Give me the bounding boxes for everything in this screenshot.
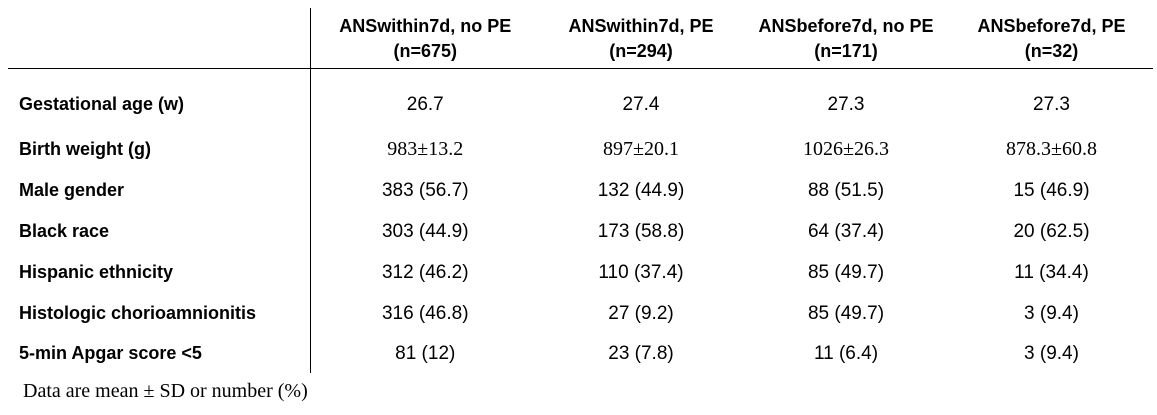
table-cell: 1026±26.3 [803,138,889,160]
data-table-container: ANSwithin7d, no PE (n=675) ANSwithin7d, … [8,8,1153,373]
table-row: Hispanic ethnicity 312 (46.2) 110 (37.4)… [8,252,1153,293]
table-row: Black race 303 (44.9) 173 (58.8) 64 (37.… [8,211,1153,252]
table-cell: 11 (6.4) [813,342,879,364]
table-cell: 11 (34.4) [1014,261,1089,283]
table-cell: 303 (44.9) [381,220,469,242]
row-label: Black race [8,211,311,252]
table-cell: 3 (9.4) [1024,302,1079,324]
column-header-count: (n=32) [1024,41,1079,61]
row-label: Hispanic ethnicity [8,252,311,293]
table-cell: 81 (12) [395,342,456,364]
row-label: Histologic chorioamnionitis [8,293,311,334]
table-cell: 27 (9.2) [608,302,674,324]
column-header-count: (n=294) [609,41,673,61]
table-cell: 27.3 [1033,93,1070,115]
table-cell: 383 (56.7) [381,179,469,201]
row-label: 5-min Apgar score <5 [8,334,311,373]
table-row: Histologic chorioamnionitis 316 (46.8) 2… [8,293,1153,334]
table-cell: 316 (46.8) [381,302,469,324]
table-row: 5-min Apgar score <5 81 (12) 23 (7.8) 11… [8,334,1153,373]
table-cell: 85 (49.7) [807,302,885,324]
table-cell: 20 (62.5) [1013,220,1090,242]
header-row: ANSwithin7d, no PE (n=675) ANSwithin7d, … [8,8,1153,69]
table-cell: 88 (51.5) [807,179,885,201]
table-body: Gestational age (w) 26.7 27.4 27.3 27.3 … [8,68,1153,373]
table-cell: 26.7 [406,93,444,115]
table-cell: 27.3 [827,93,865,115]
table-cell: 983±13.2 [387,138,464,160]
table-footnote: Data are mean ± SD or number (%) [23,380,308,402]
row-label: Birth weight (g) [8,129,311,170]
column-header: ANSwithin7d, no PE (n=675) [310,8,540,69]
table-row: Male gender 383 (56.7) 132 (44.9) 88 (51… [8,170,1153,211]
table-cell: 27.4 [622,93,660,115]
column-header: ANSwithin7d, PE (n=294) [540,8,742,69]
table-cell: 897±20.1 [603,138,679,160]
table-row: Gestational age (w) 26.7 27.4 27.3 27.3 [8,68,1153,129]
stub-header-cell [8,8,311,69]
column-header-count: (n=675) [393,41,458,61]
column-header-name: ANSbefore7d, no PE [758,16,934,36]
column-header: ANSbefore7d, no PE (n=171) [742,8,950,69]
table-cell: 173 (58.8) [597,220,685,242]
column-header-count: (n=171) [814,41,878,61]
table-cell: 15 (46.9) [1013,179,1090,201]
demographics-table: ANSwithin7d, no PE (n=675) ANSwithin7d, … [8,8,1153,373]
table-cell: 3 (9.4) [1024,342,1079,364]
table-cell: 23 (7.8) [608,342,674,364]
column-header-name: ANSbefore7d, PE [977,16,1126,36]
row-label: Gestational age (w) [8,68,311,129]
table-cell: 312 (46.2) [381,261,469,283]
table-cell: 85 (49.7) [807,261,885,283]
table-row: Birth weight (g) 983±13.2 897±20.1 1026±… [8,129,1153,170]
row-label: Male gender [8,170,311,211]
column-header: ANSbefore7d, PE (n=32) [950,8,1153,69]
column-header-name: ANSwithin7d, PE [568,16,714,36]
column-header-name: ANSwithin7d, no PE [339,16,512,36]
table-cell: 878.3±60.8 [1006,138,1097,160]
table-header: ANSwithin7d, no PE (n=675) ANSwithin7d, … [8,8,1153,69]
table-cell: 110 (37.4) [598,261,684,283]
table-cell: 132 (44.9) [597,179,685,201]
table-cell: 64 (37.4) [807,220,885,242]
